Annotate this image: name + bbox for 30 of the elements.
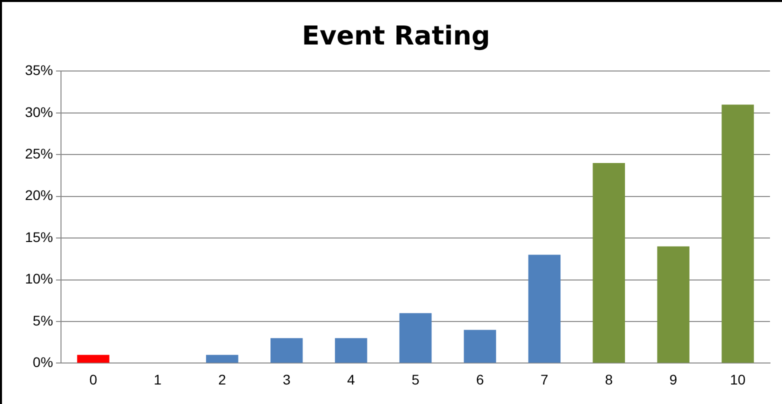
- x-tick-label: 8: [604, 371, 613, 388]
- bar: [528, 254, 561, 363]
- x-tick-label: 1: [154, 371, 162, 388]
- x-tick-label: 6: [476, 371, 484, 388]
- x-tick-label: 0: [89, 371, 98, 388]
- chart-title: Event Rating: [302, 21, 490, 52]
- x-tick-label: 9: [669, 371, 678, 388]
- x-tick-label: 4: [347, 371, 356, 388]
- x-tick-label: 10: [730, 371, 746, 388]
- y-tick-label: 20%: [24, 187, 54, 204]
- bar: [334, 338, 368, 363]
- y-tick-label: 35%: [24, 62, 54, 78]
- bar: [657, 246, 690, 363]
- bar: [592, 162, 625, 363]
- y-tick-label: 30%: [24, 104, 54, 120]
- y-tick-label: 15%: [24, 228, 54, 245]
- bar: [399, 313, 432, 363]
- y-tick-label: 10%: [24, 270, 54, 287]
- bar: [270, 338, 303, 363]
- y-tick-label: 5%: [32, 312, 54, 328]
- y-tick-label: 25%: [24, 145, 54, 162]
- x-tick-label: 7: [540, 371, 549, 388]
- bar: [722, 104, 754, 363]
- x-tick-label: 2: [218, 371, 226, 388]
- x-tick-label: 3: [282, 371, 291, 388]
- x-tick-label: 5: [412, 371, 420, 388]
- y-tick-label: 0%: [32, 354, 54, 370]
- bar: [206, 354, 238, 363]
- bar: [464, 330, 496, 363]
- bar: [77, 354, 110, 363]
